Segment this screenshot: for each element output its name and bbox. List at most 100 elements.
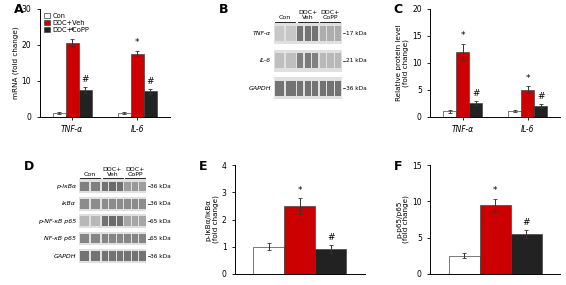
Text: DDC+
Veh: DDC+ Veh (298, 10, 318, 21)
Text: C: C (394, 3, 403, 16)
Text: 36 kDa: 36 kDa (150, 201, 171, 206)
Bar (312, 26, 319, 41)
Text: IκBα: IκBα (62, 201, 76, 206)
Bar (102, 216, 108, 226)
Bar (131, 54, 144, 117)
Text: #: # (327, 233, 335, 242)
Text: DDC+
CoPP: DDC+ CoPP (126, 166, 145, 177)
Bar (320, 81, 326, 96)
Bar (132, 199, 138, 209)
Bar (117, 199, 123, 209)
Bar (449, 256, 480, 274)
Bar (254, 247, 285, 274)
Text: TNF-α: TNF-α (253, 31, 271, 36)
Bar (125, 216, 131, 226)
Y-axis label: mRNA (fold change): mRNA (fold change) (12, 26, 19, 99)
Bar (91, 182, 100, 191)
Bar (275, 53, 284, 68)
Text: DDC+
CoPP: DDC+ CoPP (321, 10, 340, 21)
Bar (274, 77, 342, 99)
Bar (102, 234, 108, 243)
Bar (125, 251, 131, 261)
Bar (80, 234, 89, 243)
Text: p-NF-κB p65: p-NF-κB p65 (38, 219, 76, 224)
Text: 65 kDa: 65 kDa (150, 219, 171, 224)
Text: #: # (472, 89, 479, 98)
Bar (286, 26, 295, 41)
Bar (511, 234, 542, 274)
Bar (297, 53, 303, 68)
Text: *: * (298, 186, 302, 195)
Text: Con: Con (279, 15, 291, 21)
Text: 36 kDa: 36 kDa (150, 184, 171, 189)
Bar (117, 216, 123, 226)
Bar (286, 81, 295, 96)
Bar (274, 50, 342, 72)
Text: DDC+
Veh: DDC+ Veh (103, 166, 122, 177)
Bar (91, 234, 100, 243)
Text: *: * (135, 38, 139, 48)
Bar (109, 216, 115, 226)
Bar (79, 90, 92, 117)
Text: 36 kDa: 36 kDa (345, 86, 366, 91)
Bar (125, 182, 131, 191)
Bar (297, 26, 303, 41)
Text: GAPDH: GAPDH (54, 254, 76, 258)
Bar (117, 251, 123, 261)
Bar (102, 199, 108, 209)
Bar (139, 182, 146, 191)
Bar (109, 234, 115, 243)
Bar (80, 199, 89, 209)
Bar (139, 216, 146, 226)
Bar (521, 90, 534, 117)
Bar (335, 81, 341, 96)
Bar (117, 182, 123, 191)
Text: GAPDH: GAPDH (249, 86, 271, 91)
Bar (66, 43, 79, 117)
Bar (132, 182, 138, 191)
Bar (320, 26, 326, 41)
Bar (79, 214, 147, 228)
Bar (469, 103, 482, 117)
Bar (91, 199, 100, 209)
Bar (109, 182, 115, 191)
Text: Con: Con (84, 172, 96, 177)
Bar (79, 197, 147, 211)
Bar (139, 234, 146, 243)
Bar (508, 111, 521, 117)
Text: #: # (522, 218, 530, 227)
Bar (79, 249, 147, 263)
Bar (80, 216, 89, 226)
Bar (286, 53, 295, 68)
Bar (80, 251, 89, 261)
Text: *: * (493, 186, 498, 195)
Bar (102, 182, 108, 191)
Bar (132, 251, 138, 261)
Bar (443, 111, 456, 117)
Text: *: * (526, 74, 530, 83)
Y-axis label: Relative protein level
(fold change): Relative protein level (fold change) (396, 24, 409, 101)
Bar (125, 234, 131, 243)
Text: #: # (147, 77, 154, 86)
Bar (534, 106, 547, 117)
Bar (456, 52, 469, 117)
Bar (275, 26, 284, 41)
Bar (91, 216, 100, 226)
Text: 65 kDa: 65 kDa (150, 236, 171, 241)
Bar (327, 26, 333, 41)
Legend: Con, DDC+Veh, DDC+CoPP: Con, DDC+Veh, DDC+CoPP (43, 12, 90, 33)
Bar (132, 234, 138, 243)
Text: *: * (70, 27, 74, 36)
Bar (274, 23, 342, 44)
Bar (144, 91, 157, 117)
Text: #: # (537, 92, 544, 101)
Bar (80, 182, 89, 191)
Bar (102, 251, 108, 261)
Bar (327, 81, 333, 96)
Bar (335, 26, 341, 41)
Text: F: F (394, 160, 402, 173)
Bar (139, 251, 146, 261)
Y-axis label: p-p65/p65
(fold change): p-p65/p65 (fold change) (396, 196, 409, 243)
Bar (91, 251, 100, 261)
Text: IL-6: IL-6 (260, 58, 271, 63)
